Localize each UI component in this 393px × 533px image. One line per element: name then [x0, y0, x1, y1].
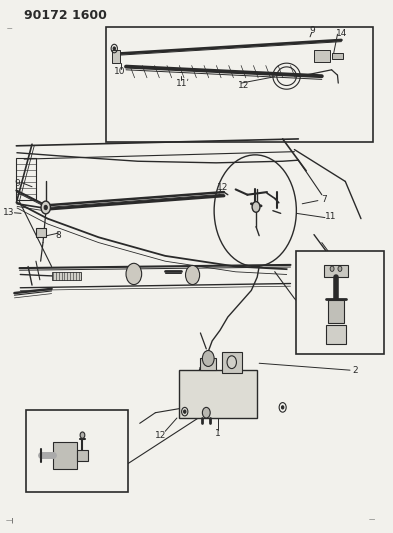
Bar	[26, 410, 128, 492]
Circle shape	[126, 263, 141, 285]
Bar	[179, 370, 257, 418]
Circle shape	[113, 47, 116, 50]
Bar	[36, 228, 46, 237]
Bar	[51, 272, 81, 280]
Circle shape	[80, 432, 85, 438]
Text: 10: 10	[114, 67, 126, 76]
Circle shape	[330, 266, 334, 271]
Circle shape	[44, 205, 47, 209]
Text: 90172 1600: 90172 1600	[24, 9, 107, 21]
Bar	[77, 450, 88, 461]
Text: 7: 7	[321, 195, 327, 204]
Bar	[296, 251, 384, 354]
Text: 2: 2	[352, 366, 358, 375]
Circle shape	[214, 155, 296, 266]
Text: 5: 5	[93, 439, 98, 448]
Text: 6: 6	[97, 424, 102, 433]
Circle shape	[185, 265, 200, 285]
Circle shape	[281, 406, 284, 409]
Text: 9: 9	[15, 179, 20, 188]
Bar	[200, 359, 216, 370]
Text: 12: 12	[217, 183, 229, 192]
Bar	[17, 158, 36, 200]
Text: 13: 13	[3, 208, 14, 217]
Bar	[222, 352, 242, 373]
Circle shape	[202, 351, 214, 367]
Text: 12: 12	[155, 431, 166, 440]
Text: 11ʹ: 11ʹ	[176, 78, 190, 87]
Text: 12: 12	[238, 81, 249, 90]
Text: —: —	[7, 26, 12, 31]
Bar	[112, 50, 120, 63]
Text: 3: 3	[364, 298, 370, 307]
Bar	[314, 50, 330, 62]
Circle shape	[202, 407, 210, 418]
Bar	[107, 27, 373, 142]
Circle shape	[41, 201, 50, 214]
Text: 8: 8	[56, 231, 62, 240]
Circle shape	[252, 201, 260, 212]
Text: —: —	[369, 518, 375, 523]
Circle shape	[227, 356, 237, 368]
Bar	[332, 53, 343, 59]
Circle shape	[184, 410, 186, 413]
Text: —|: —|	[6, 518, 14, 523]
Circle shape	[338, 266, 342, 271]
Text: 1: 1	[215, 430, 220, 439]
Bar	[324, 265, 348, 277]
Text: 9: 9	[310, 27, 315, 36]
Bar	[326, 325, 346, 344]
Bar	[53, 442, 77, 469]
Bar	[328, 300, 344, 323]
Text: 4: 4	[46, 465, 51, 474]
Text: 14: 14	[336, 29, 347, 38]
Text: 11: 11	[325, 212, 336, 221]
